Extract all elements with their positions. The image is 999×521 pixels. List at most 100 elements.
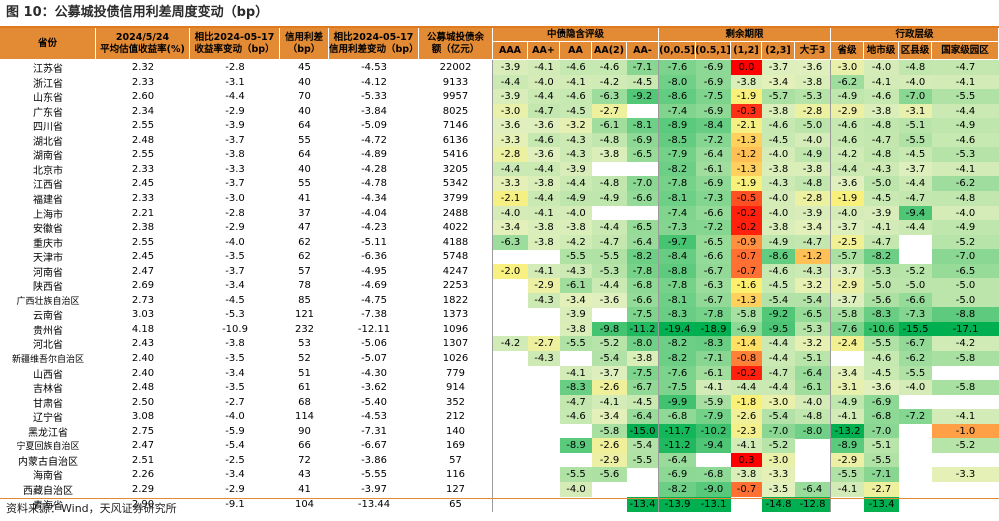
table-cell: -3.9 [560,161,592,177]
table-cell: -6.7 [899,336,932,352]
table-cell: -4.4 [225,91,245,103]
province-cell: 云南省 [33,311,63,323]
table-cell: -5.5 [627,452,659,468]
table-cell: 212 [419,409,493,425]
table-cell: 2.38 [131,222,155,234]
table-cell: -9.0 [696,481,731,497]
table-cell: 90 [298,425,311,437]
table-cell [899,453,932,468]
table-cell: -1.9 [731,89,762,105]
table-cell: -3.6 [592,292,627,308]
table-cell: -8.8 [659,263,696,279]
column-header-aa-8: AA [560,42,592,60]
table-cell: -4.1 [528,263,560,279]
table-cell: -2.0 [493,263,528,279]
column-header-col-18: 区县级 [899,42,932,60]
table-cell: 2.55 [131,120,155,132]
province-cell: 海南省 [33,471,63,483]
province-cell: 山西省 [33,369,63,381]
table-cell: -4.4 [932,103,999,119]
table-cell: -2.6 [592,438,627,454]
table-cell [592,482,627,497]
table-cell: -6.1 [592,118,627,134]
table-cell: -4.9 [831,89,864,105]
table-cell: -4.04 [361,207,387,219]
table-cell: -7.8 [696,307,731,323]
table-cell: -4.28 [361,163,387,175]
table-cell: -4.4 [831,161,864,177]
table-cell: -4.2 [932,336,999,352]
table-cell: -4.5 [864,365,899,381]
table-cell: -2.8 [225,207,245,219]
table-cell: -2.6 [731,409,762,425]
table-cell: -3.3 [493,132,528,148]
table-cell: -4.9 [795,147,831,163]
table-cell: -4.6 [831,132,864,148]
table-cell: 41 [298,192,311,204]
table-cell: -4.1 [831,409,864,425]
table-cell: -3.5 [762,481,795,497]
table-cell: -13.4 [864,496,899,512]
column-header-1: 2024/5/24 平均估值收益率(%) [96,28,190,60]
table-cell: -3.9 [864,205,899,221]
table-cell: -5.3 [932,147,999,163]
table-cell: -7.2 [696,132,731,148]
table-cell: -4.0 [560,205,592,221]
table-cell: 914 [419,380,493,396]
table-cell: -4.1 [560,74,592,90]
table-cell: 2.43 [131,338,155,350]
table-cell [627,205,659,221]
table-cell: -3.7 [899,161,932,177]
table-cell: 2253 [419,278,493,294]
table-cell: 53 [298,338,311,350]
table-cell: -9.8 [592,321,627,337]
table-cell: -4.7 [528,103,560,119]
table-cell: -3.8 [560,321,592,337]
table-cell: -5.5 [592,249,627,265]
province-cell: 广东省 [33,107,63,119]
table-cell: -18.9 [696,321,731,337]
table-cell: -3.5 [225,251,245,263]
table-cell [899,482,932,497]
table-cell: -2.8 [795,103,831,119]
table-cell: -6.9 [696,103,731,119]
table-cell [493,438,528,453]
table-cell: -14.8 [762,496,795,512]
table-cell [932,453,999,468]
table-cell [560,351,592,366]
table-cell: -6.9 [696,60,731,76]
table-cell: -4.4 [560,176,592,192]
province-cell: 湖北省 [33,136,63,148]
table-cell: -4.0 [225,411,245,423]
title-rule [0,26,999,28]
table-cell: -3.4 [831,365,864,381]
table-cell: -7.5 [627,365,659,381]
table-cell: -3.0 [762,394,795,410]
table-cell: -3.4 [592,409,627,425]
table-cell: -7.8 [659,278,696,294]
table-cell: -3.8 [762,161,795,177]
table-cell: -3.6 [528,118,560,134]
table-cell: -8.1 [627,118,659,134]
table-cell: -4.7 [560,394,592,410]
table-cell: -13.44 [357,498,391,510]
table-cell: -4.0 [932,205,999,221]
table-cell: -1.9 [731,176,762,192]
table-cell: -6.1 [560,278,592,294]
table-cell: -4.3 [795,263,831,279]
table-cell: -5.9 [696,394,731,410]
table-cell: -4.4 [899,220,932,236]
table-cell: -7.4 [659,103,696,119]
table-cell: -4.7 [762,365,795,381]
table-cell: 7146 [419,118,493,134]
table-cell: 2.40 [131,353,155,365]
table-cell: -10.2 [696,423,731,439]
table-cell: 1307 [419,336,493,352]
table-cell: -5.6 [592,467,627,483]
table-cell: -5.2 [762,438,795,454]
table-cell: -5.8 [592,423,627,439]
table-cell: -4.2 [560,234,592,250]
table-cell: -3.6 [528,147,560,163]
table-cell: -7.6 [659,365,696,381]
table-cell: 104 [294,498,315,510]
